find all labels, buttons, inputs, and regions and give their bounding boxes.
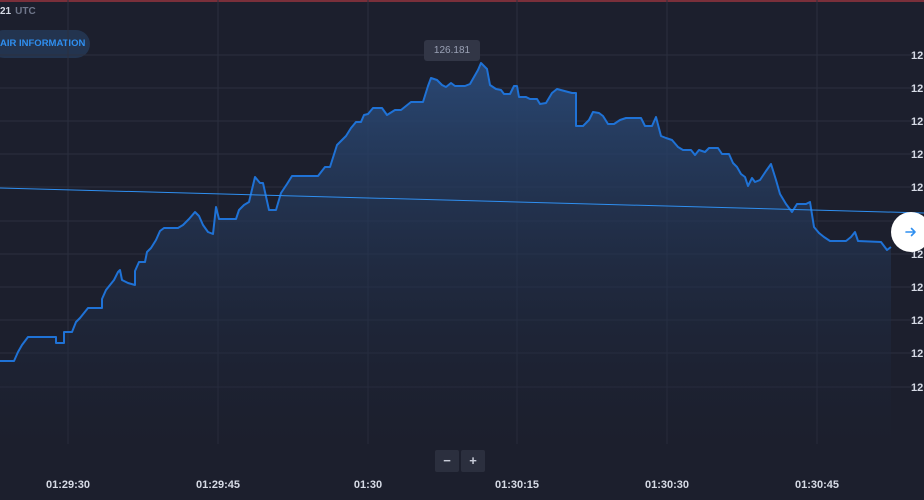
y-tick-label: 12 [911,116,923,128]
zoom-out-button[interactable]: − [435,450,459,472]
y-tick-label: 12 [911,315,923,327]
top-accent-line [0,0,924,2]
x-tick-label: 01:29:45 [196,479,240,491]
y-tick-label: 12 [911,83,923,95]
y-tick-label: 12 [911,348,923,360]
price-line [0,62,892,362]
current-price-label: 126.181 [424,40,480,61]
x-tick-label: 01:30:30 [645,479,689,491]
x-tick-label: 01:30:45 [795,479,839,491]
y-tick-label: 12 [911,282,923,294]
x-tick-label: 01:30 [354,479,382,491]
server-clock: 21 UTC [0,6,36,17]
zoom-in-button[interactable]: + [461,450,485,472]
y-tick-label: 12 [911,249,923,261]
x-tick-label: 01:29:30 [46,479,90,491]
arrow-right-icon [905,227,916,237]
y-tick-label: 12 [911,50,923,62]
clock-timezone: UTC [15,6,36,17]
trend-line [0,187,924,214]
scroll-to-latest-button[interactable] [891,212,924,252]
y-tick-label: 12 [911,382,923,394]
y-tick-label: 12 [911,182,923,194]
clock-time: 21 [0,6,12,17]
x-tick-label: 01:30:15 [495,479,539,491]
y-tick-label: 12 [911,149,923,161]
price-area-fill [0,63,891,444]
pair-information-button[interactable]: AIR INFORMATION [0,30,90,58]
